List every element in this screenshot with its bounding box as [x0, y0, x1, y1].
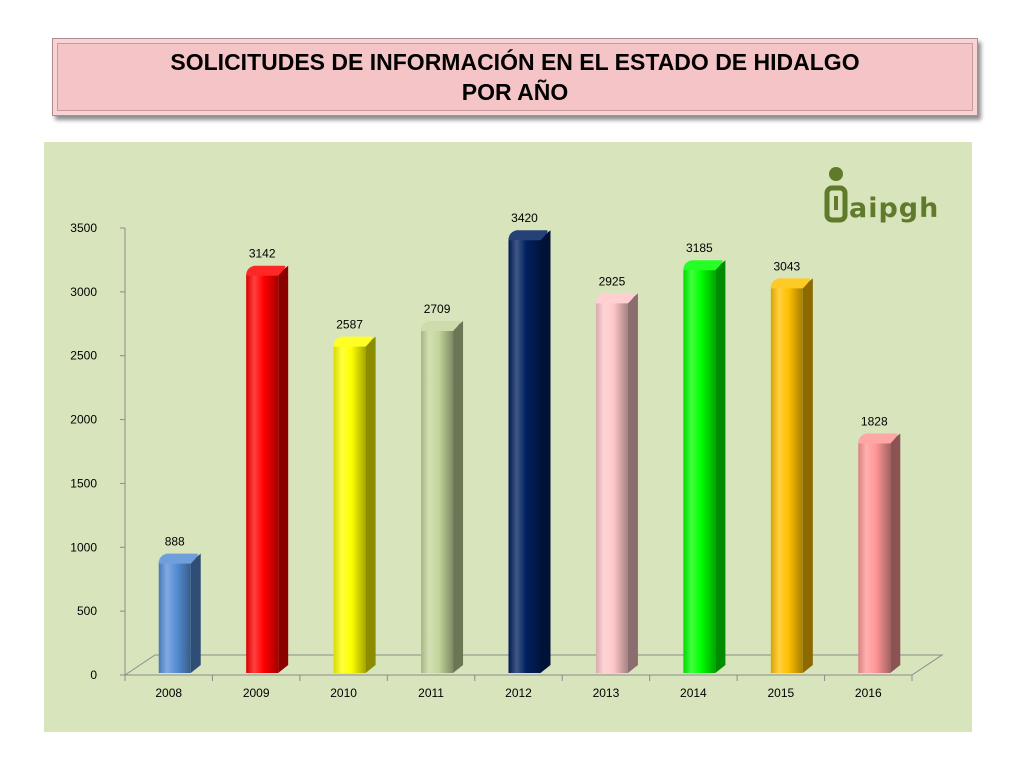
x-tick-label: 2016 [855, 686, 882, 700]
bar [246, 265, 289, 673]
bar [858, 433, 901, 673]
bar-chart: 0 500 1000 1500 2000 2500 3000 3500 2008 2009 2010… [70, 211, 944, 700]
bar-top [158, 553, 198, 564]
bar [158, 553, 201, 673]
bar-front [508, 238, 541, 673]
x-tick-label: 2008 [155, 686, 182, 700]
x-tick-label: 2014 [680, 686, 707, 700]
data-label: 3043 [773, 259, 800, 273]
data-label: 1828 [861, 415, 888, 429]
logo-key-icon [824, 167, 848, 223]
data-label: 2587 [336, 318, 363, 332]
aipgh-logo: aipgh [824, 164, 944, 234]
x-tick-label: 2011 [418, 686, 444, 700]
y-tick-label: 2000 [70, 413, 97, 427]
chart-panel: 0 500 1000 1500 2000 2500 3000 3500 2008 2009 2010… [44, 142, 972, 732]
bar-top [508, 230, 548, 241]
bar-side [715, 260, 726, 673]
x-tick-label: 2012 [505, 686, 532, 700]
bar-side [627, 293, 638, 673]
bar-side [278, 265, 289, 673]
bar-top [421, 321, 461, 332]
page-title-line1: SOLICITUDES DE INFORMACIÓN EN EL ESTADO … [170, 49, 860, 75]
bar-top [246, 265, 286, 276]
page-title-line2: POR AÑO [461, 79, 569, 105]
y-tick-label: 3000 [70, 285, 97, 299]
bar-top [683, 260, 723, 271]
title-banner: SOLICITUDES DE INFORMACIÓN EN EL ESTADO … [52, 38, 978, 116]
data-label: 2925 [599, 274, 626, 288]
bar-side [540, 230, 551, 673]
data-label: 3420 [511, 211, 538, 225]
bar-top [770, 278, 810, 289]
bar [508, 230, 551, 673]
x-tick-label: 2013 [593, 686, 620, 700]
x-tick-label: 2010 [330, 686, 357, 700]
bar-front [333, 344, 366, 673]
bar-front [683, 268, 716, 673]
bar-side [890, 433, 901, 673]
bar-front [595, 301, 628, 673]
bar [683, 260, 726, 673]
bar-side [453, 321, 464, 673]
bar-front [158, 561, 191, 673]
bar-top [333, 336, 373, 347]
y-tick-label: 3500 [70, 221, 97, 235]
data-label: 3185 [686, 241, 713, 255]
y-tick-label: 2500 [70, 349, 97, 363]
x-tick-label: 2009 [243, 686, 270, 700]
bar-top [595, 293, 636, 304]
y-tick-label: 1500 [70, 476, 97, 490]
bar-front [858, 441, 891, 673]
bar-side [190, 553, 201, 673]
bar [770, 278, 813, 673]
x-tick-label: 2015 [767, 686, 794, 700]
data-label: 2709 [424, 302, 451, 316]
bar-side [365, 336, 376, 673]
logo-text: aipgh [849, 193, 940, 224]
y-tick-label: 0 [90, 668, 97, 682]
data-label: 3142 [249, 247, 276, 261]
bar-side [802, 278, 813, 673]
y-tick-label: 500 [77, 604, 97, 618]
y-tick-label: 1000 [70, 540, 97, 554]
bar-top [858, 433, 898, 444]
bar [333, 336, 376, 673]
bar-front [770, 286, 803, 673]
bar [421, 321, 464, 673]
bar-front [246, 273, 279, 673]
bar [595, 293, 638, 673]
bar-front [421, 329, 454, 673]
data-label: 888 [165, 535, 185, 549]
